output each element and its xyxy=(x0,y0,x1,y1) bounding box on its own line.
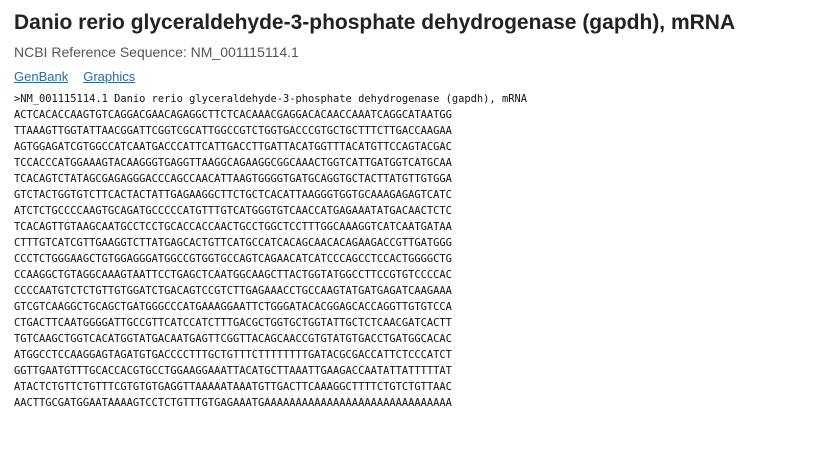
sequence-line: GTCTACTGGTGTCTTCACTACTATTGAGAAGGCTTCTGCT… xyxy=(14,189,452,201)
view-links: GenBank Graphics xyxy=(14,68,819,85)
sequence-line: GGTTGAATGTTTGCACCACGTGCCTGGAAGGAAATTACAT… xyxy=(14,365,452,377)
sequence-line: TCCACCCATGGAAAGTACAAGGGTGAGGTTAAGGCAGAAG… xyxy=(14,157,452,169)
sequence-line: TCACAGTCTATAGCGAGAGGGACCCAGCCAACATTAAGTG… xyxy=(14,173,452,185)
sequence-line: CCCCAATGTCTCTGTTGTGGATCTGACAGTCCGTCTTGAG… xyxy=(14,285,452,297)
sequence-line: TGTCAAGCTGGTCACATGGTATGACAATGAGTTCGGTTAC… xyxy=(14,333,452,345)
sequence-line: ACTCACACCAAGTGTCAGGACGAACAGAGGCTTCTCACAA… xyxy=(14,109,452,121)
sequence-line: CTGACTTCAATGGGGATTGCCGTTCATCCATCTTTGACGC… xyxy=(14,317,452,329)
page-title: Danio rerio glyceraldehyde-3-phosphate d… xyxy=(14,11,736,34)
sequence-line: CCCTCTGGGAAGCTGTGGAGGGATGGCCGTGGTGCCAGTC… xyxy=(14,253,452,265)
sequence-line: CCAAGGCTGTAGGCAAAGTAATTCCTGAGCTCAATGGCAA… xyxy=(14,269,452,281)
reference-sequence-label: NCBI Reference Sequence: NM_001115114.1 xyxy=(14,44,299,60)
sequence-line: ATACTCTGTTCTGTTTCGTGTGTGAGGTTAAAAATAAATG… xyxy=(14,381,452,393)
sequence-line: TTAAAGTTGGTATTAACGGATTCGGTCGCATTGGCCGTCT… xyxy=(14,125,452,137)
sequence-page: Danio rerio glyceraldehyde-3-phosphate d… xyxy=(14,9,819,411)
genbank-link[interactable]: GenBank xyxy=(14,69,69,84)
sequence-line: ATCTCTGCCCCAAGTGCAGATGCCCCCATGTTTGTCATGG… xyxy=(14,205,452,217)
fasta-header-line: >NM_001115114.1 Danio rerio glyceraldehy… xyxy=(14,93,527,105)
sequence-line: ATGGCCTCCAAGGAGTAGATGTGACCCCTTTGCTGTTTCT… xyxy=(14,349,452,361)
sequence-line: TCACAGTTGTAAGCAATGCCTCCTGCACCACCAACTGCCT… xyxy=(14,221,452,233)
sequence-line: AGTGGAGATCGTGGCCATCAATGACCCATTCATTGACCTT… xyxy=(14,141,452,153)
sequence-line: CTTTGTCATCGTTGAAGGTCTTATGAGCACTGTTCATGCC… xyxy=(14,237,452,249)
sequence-line: GTCGTCAAGGCTGCAGCTGATGGGCCCATGAAAGGAATTC… xyxy=(14,301,452,313)
fasta-sequence: >NM_001115114.1 Danio rerio glyceraldehy… xyxy=(14,91,819,411)
graphics-link[interactable]: Graphics xyxy=(83,69,136,84)
sequence-line: AACTTGCGATGGAATAAAAGTCCTCTGTTTGTGAGAAATG… xyxy=(14,397,452,409)
